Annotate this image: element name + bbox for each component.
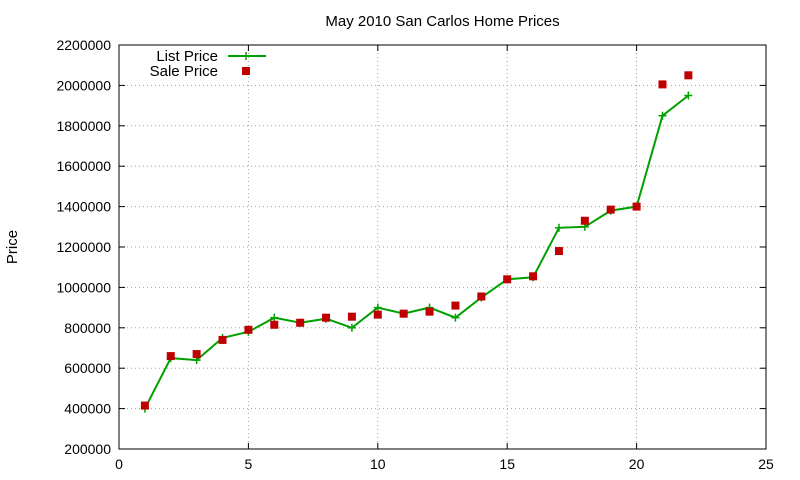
series-layer: [140, 71, 693, 413]
sale-price-point: [270, 320, 279, 329]
sale-price-point: [632, 202, 641, 211]
x-tick-label: 10: [370, 456, 386, 472]
sale-price-point: [425, 307, 434, 316]
y-tick-label: 800000: [64, 320, 111, 336]
y-tick-label: 2000000: [56, 77, 111, 93]
list-price-point: [684, 91, 693, 100]
y-tick-label: 2200000: [56, 37, 111, 53]
sale-price-point: [477, 292, 486, 301]
axis-ticks: 200000 400000 600000 800000 1000000 1200000 14…: [56, 37, 774, 472]
sale-price-point: [296, 318, 305, 327]
sale-price-point: [373, 310, 382, 319]
y-axis-label: Price: [4, 230, 21, 264]
legend-label-sale-price: Sale Price: [150, 63, 218, 80]
grid: [119, 45, 766, 449]
y-tick-label: 400000: [64, 401, 111, 417]
sale-price-point: [322, 313, 331, 322]
list-price-point: [270, 313, 279, 322]
x-tick-label: 5: [245, 456, 253, 472]
y-tick-label: 1600000: [56, 158, 111, 174]
sale-price-point: [166, 352, 175, 361]
sale-price-point: [192, 350, 201, 359]
sale-price-point: [658, 80, 667, 89]
y-tick-label: 600000: [64, 360, 111, 376]
x-tick-label: 15: [499, 456, 515, 472]
sale-price-point: [529, 272, 538, 281]
list-price-point: [658, 111, 667, 120]
chart-title: May 2010 San Carlos Home Prices: [325, 13, 559, 30]
sale-price-point: [244, 325, 253, 334]
list-price-line: [143, 94, 689, 410]
y-tick-label: 200000: [64, 441, 111, 457]
legend-label-list-price: List Price: [156, 48, 218, 65]
y-tick-label: 1400000: [56, 199, 111, 215]
sale-price-point: [399, 309, 408, 318]
list-price-point: [554, 223, 563, 232]
sale-price-point: [218, 335, 227, 344]
list-price-point: [451, 313, 460, 322]
sale-price-point: [606, 205, 615, 214]
sale-price-point: [554, 247, 563, 256]
x-tick-label: 25: [758, 456, 774, 472]
y-tick-label: 1000000: [56, 279, 111, 295]
legend-swatch-list-price: [228, 52, 266, 60]
sale-price-point: [503, 275, 512, 284]
y-tick-label: 1800000: [56, 118, 111, 134]
legend-swatch-sale-price: [242, 67, 250, 75]
x-tick-label: 20: [629, 456, 645, 472]
sale-price-point: [684, 71, 693, 80]
sale-price-point: [580, 216, 589, 225]
list-price-point: [373, 303, 382, 312]
list-price-point: [347, 323, 356, 332]
x-tick-label: 0: [115, 456, 123, 472]
sale-price-point: [451, 301, 460, 310]
y-tick-label: 1200000: [56, 239, 111, 255]
sale-price-point: [347, 312, 356, 321]
plot-frame: [118, 44, 767, 450]
sale-price-point: [140, 401, 149, 410]
